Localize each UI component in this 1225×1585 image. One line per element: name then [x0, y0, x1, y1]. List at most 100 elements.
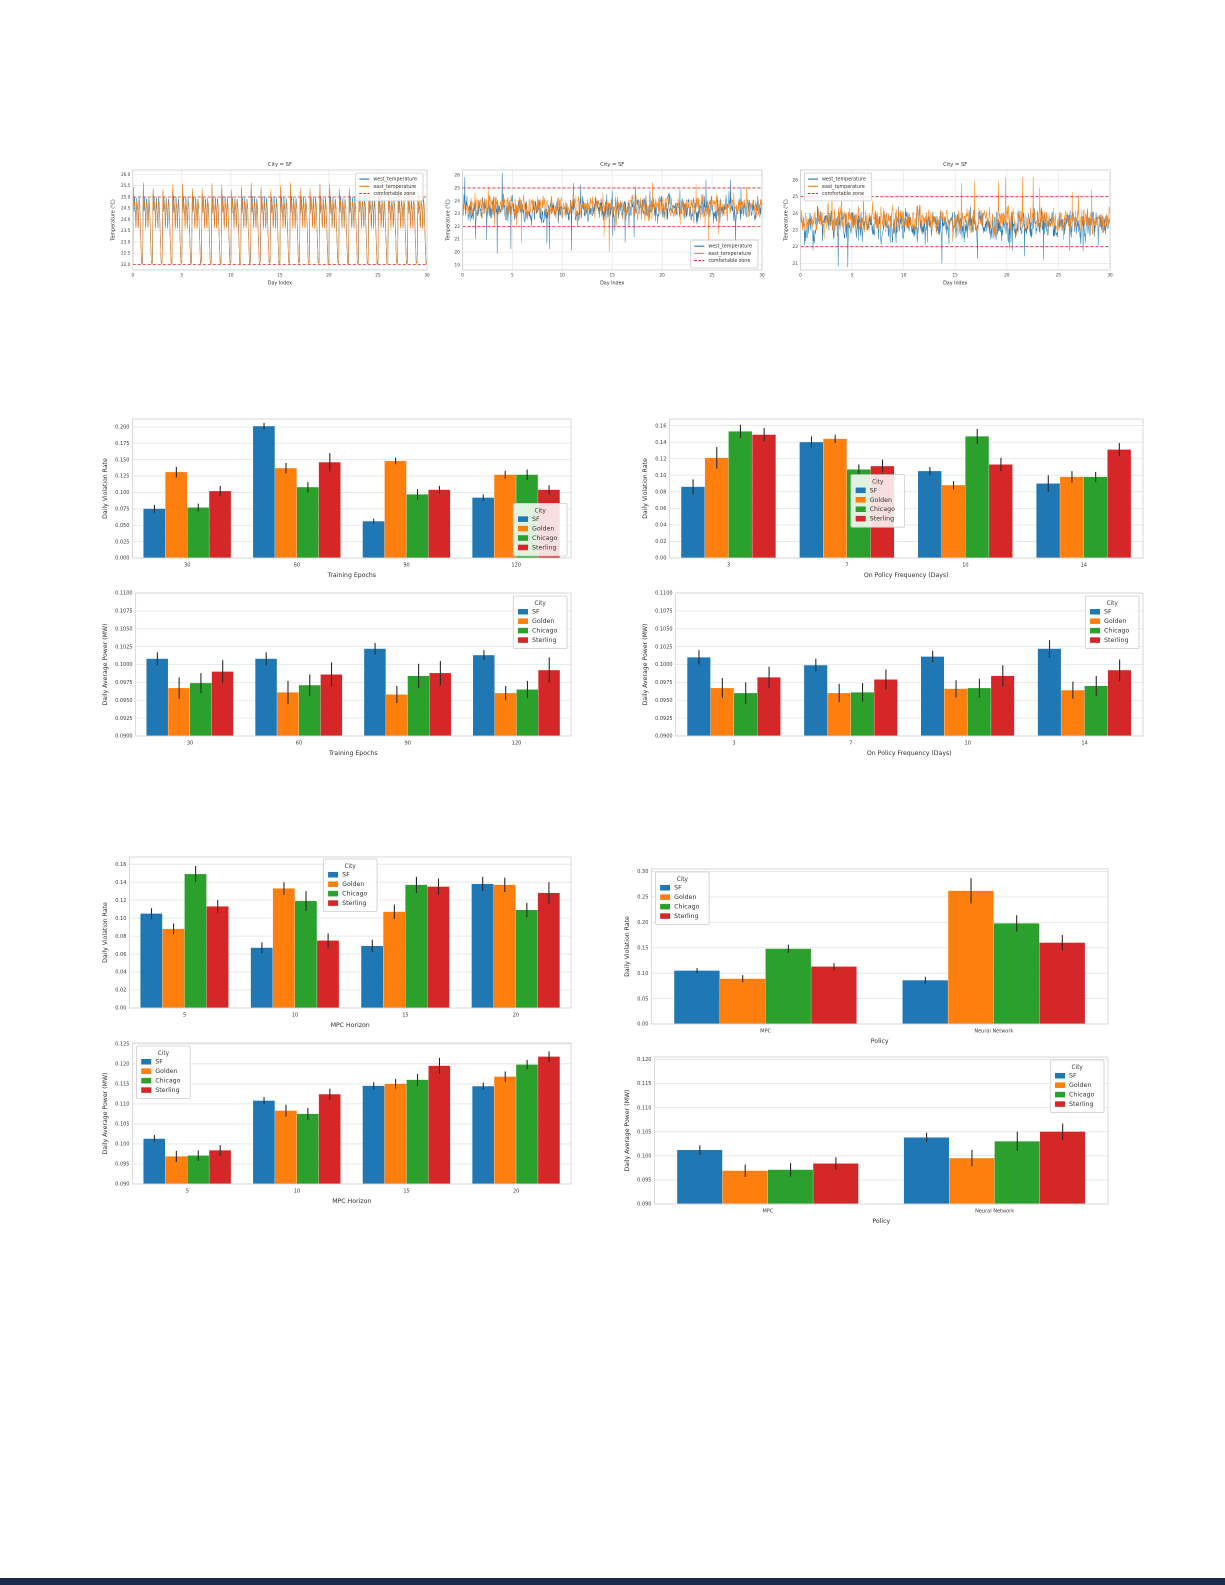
y-tick-label: 26.0: [121, 172, 131, 177]
x-tick-label: Neural Network: [975, 1209, 1014, 1215]
series-west_temperature: [462, 172, 762, 254]
plot-border: [135, 592, 572, 737]
x-tick-label: MPC: [762, 1209, 773, 1215]
legend-label: Sterling: [1104, 637, 1128, 644]
bar-SF-10: [918, 471, 942, 558]
y-tick-label: 0.0900: [115, 734, 133, 740]
legend-label: Sterling: [342, 900, 366, 907]
y-tick-label: 0.30: [637, 869, 648, 875]
y-tick-label: 0.14: [655, 440, 666, 446]
legend-label: comfortable zone: [373, 191, 415, 197]
bar-Chicago-10: [965, 436, 989, 558]
y-tick-label: 0.1075: [115, 609, 133, 615]
x-axis-label: On Policy Frequency (Days): [867, 750, 952, 757]
legend-swatch-Golden: [141, 1068, 152, 1074]
y-tick-label: 22.5: [121, 251, 131, 256]
legend-box: [690, 239, 759, 269]
legend-label: Golden: [870, 497, 892, 504]
bar-Chicago-90: [406, 494, 429, 558]
bar-SF-10: [253, 1100, 275, 1184]
bar-SF-15: [361, 945, 384, 1008]
bar-Sterling-10: [991, 675, 1015, 736]
x-tick-label: 3: [732, 741, 735, 747]
bar-chart-power-vs-policy: 0.090 0.095 0.100 0.105 0.110 0.115 0.120 MPC Ne…: [622, 1050, 1117, 1230]
y-tick-label: 0.06: [115, 952, 126, 958]
legend-swatch-Sterling: [1055, 1101, 1066, 1107]
legend-label: east_temperature: [708, 251, 751, 257]
x-tick-label: 15: [402, 1013, 408, 1019]
y-tick-label: 19: [455, 262, 461, 267]
y-tick-label: 21: [455, 237, 461, 242]
plot-border: [132, 169, 428, 271]
bar-Chicago-90: [407, 675, 430, 736]
bar-Chicago-10: [967, 688, 991, 736]
plot-border: [132, 418, 572, 559]
bar-chart-violation-vs-policy: 0.00 0.05 0.10 0.15 0.20 0.25 0.30 MPC Neural Ne…: [622, 862, 1117, 1050]
y-tick-label: 22.0: [121, 262, 131, 267]
plot-border: [128, 856, 572, 1009]
bar-Golden-15: [383, 911, 406, 1008]
x-tick-label: 25: [709, 273, 715, 278]
y-tick-label: 0.12: [115, 898, 126, 904]
legend-swatch-Chicago: [1055, 1091, 1066, 1098]
y-tick-label: 0.150: [115, 457, 129, 463]
bar-Golden-3: [704, 457, 729, 558]
x-tick-label: 15: [953, 273, 959, 278]
x-tick-label: 0: [131, 273, 134, 278]
bar-Golden-120: [494, 474, 516, 558]
legend-swatch-Golden: [518, 618, 529, 624]
bar-Chicago-10: [295, 901, 317, 1008]
legend-title: City: [872, 479, 884, 485]
x-tick-label: 7: [845, 563, 848, 569]
x-tick-label: 3: [727, 563, 730, 569]
y-tick-label: 0.0925: [655, 716, 673, 722]
y-tick-label: 0.10: [115, 916, 126, 922]
x-tick-label: 10: [294, 1189, 300, 1195]
y-tick-label: 0.120: [115, 1062, 129, 1068]
legend-swatch-SF: [328, 871, 339, 878]
legend-label: SF: [674, 885, 682, 892]
y-tick-label: 26: [455, 173, 461, 178]
bar-Golden-MPC: [719, 978, 766, 1024]
legend-label: east_temperature: [373, 184, 416, 190]
legend-label: east_temperature: [822, 184, 865, 190]
bar-Chicago-14: [1084, 685, 1108, 736]
x-tick-label: 10: [560, 273, 566, 278]
bar-Sterling-30: [211, 671, 234, 736]
legend-label: Chicago: [870, 506, 895, 513]
y-tick-label: 0.090: [637, 1202, 651, 1208]
bar-Golden-30: [165, 472, 188, 558]
y-tick-label: 0.100: [115, 1142, 129, 1148]
x-tick-label: 0: [799, 273, 802, 278]
bar-SF-20: [472, 1086, 494, 1184]
legend-swatch-Sterling: [855, 515, 866, 522]
y-tick-label: 0.1050: [115, 626, 133, 632]
y-tick-label: 0.14: [115, 880, 126, 886]
y-tick-label: 24: [455, 198, 461, 203]
legend-swatch-Chicago: [660, 903, 671, 910]
legend-label: Chicago: [342, 891, 367, 898]
y-tick-label: 0.10: [655, 473, 666, 479]
y-tick-label: 0.04: [655, 523, 666, 529]
bar-Golden-120: [494, 693, 517, 736]
bar-Sterling-MPC: [811, 966, 857, 1024]
bar-Sterling-60: [320, 674, 343, 736]
y-tick-label: 0.06: [655, 506, 666, 512]
y-tick-label: 0.0950: [655, 698, 673, 704]
legend-label: Chicago: [1104, 628, 1129, 635]
bar-Sterling-3: [757, 677, 781, 736]
x-tick-label: 15: [277, 273, 283, 278]
y-tick-label: 24.0: [121, 217, 131, 222]
y-tick-label: 25: [793, 194, 799, 199]
bar-SF-90: [364, 648, 386, 736]
y-tick-label: 0.050: [115, 523, 129, 529]
legend-label: Chicago: [674, 904, 699, 911]
y-tick-label: 0.02: [115, 988, 126, 994]
legend-label: Sterling: [674, 913, 698, 920]
legend-title: City: [677, 877, 689, 883]
series-east_temperature: [132, 181, 428, 265]
y-axis-label: Temperature (°C): [446, 199, 452, 242]
legend-swatch-SF: [1055, 1072, 1066, 1079]
x-tick-label: 90: [405, 741, 411, 747]
